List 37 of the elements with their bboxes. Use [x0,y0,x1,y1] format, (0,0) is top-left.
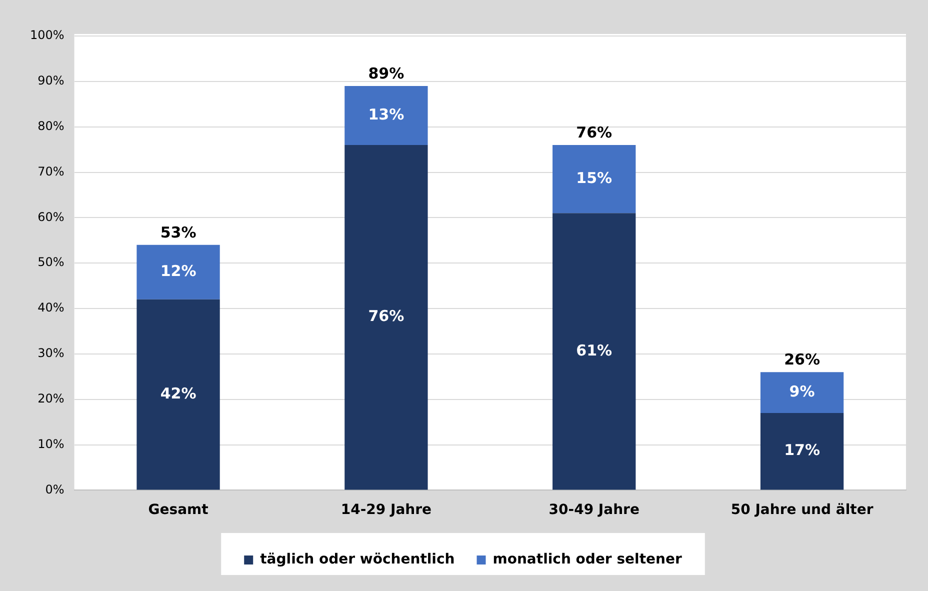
y-tick-label: 40% [38,300,64,315]
text: 12% [160,262,196,280]
text: 61% [576,341,612,360]
bar [552,145,636,214]
bar [344,145,428,490]
y-tick-label: 60% [38,210,64,224]
text: 42% [160,384,196,402]
legend-label: monatlich oder seltener [492,552,682,568]
bar [760,412,844,490]
y-tick-label: 90% [38,74,64,88]
text: 17% [784,441,820,460]
total-label: 53% [160,223,196,242]
total-label: 89% [368,64,404,82]
x-tick-label: 30-49 Jahre [548,502,640,518]
text: 9% [789,382,815,400]
text: 13% [368,105,404,124]
y-tick-label: 80% [38,118,64,133]
total-label: 76% [576,123,612,142]
y-tick-label: 20% [38,391,64,406]
bar [136,299,220,490]
text: 15% [576,168,612,187]
y-tick-label: 10% [38,436,64,451]
x-tick-label: Gesamt [148,502,209,518]
total-label: 26% [784,350,820,368]
x-tick-label: 50 Jahre und älter [730,502,874,518]
x-tick-label: 14-29 Jahre [340,502,432,518]
bar [552,213,636,490]
bar [760,372,844,413]
legend-label: täglich oder wöchentlich [260,552,455,568]
bar [344,86,428,146]
y-tick-label: 30% [38,346,64,360]
bar [136,244,220,300]
y-tick-label: 100% [30,28,64,42]
y-tick-label: 50% [38,255,64,270]
text: 76% [368,307,404,326]
y-tick-label: 0% [45,482,64,496]
y-tick-label: 70% [38,164,64,178]
